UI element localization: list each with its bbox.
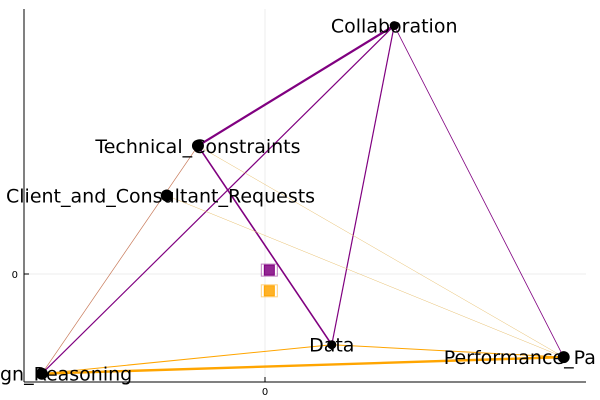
edge-collaboration-data — [331, 25, 395, 345]
y-tick-label-0: 0 — [12, 270, 18, 281]
edge-technical_constraints-data — [197, 145, 333, 346]
axes: 0 0 — [12, 9, 586, 398]
edge-collaboration-performance — [393, 25, 565, 358]
edge-collaboration-technical_constraints — [197, 24, 395, 147]
edge-data-performance — [331, 344, 564, 358]
purple-marker — [263, 264, 275, 276]
gridlines — [24, 9, 586, 382]
node-collaboration — [389, 21, 399, 31]
node-label-collaboration: Collaboration — [331, 16, 458, 38]
node-label-data: Data — [309, 335, 354, 357]
nodes — [35, 21, 570, 380]
orange-marker — [263, 285, 275, 297]
node-label-performance: Performance_Pa — [444, 347, 596, 369]
node-data — [327, 340, 337, 350]
edge-collaboration-design_reasoning — [41, 25, 395, 375]
purple-marker-outline — [260, 263, 278, 277]
node-client_requests — [160, 189, 173, 202]
node-label-technical_constraints: Technical_Constraints — [94, 136, 300, 158]
node-design_reasoning — [35, 367, 48, 380]
node-technical_constraints — [191, 139, 204, 152]
edges — [41, 24, 565, 375]
node-label-client_requests: Client_and_Consultant_Requests — [6, 186, 315, 208]
edge-client_requests-performance — [166, 195, 564, 358]
x-tick-label-0: 0 — [262, 387, 268, 398]
markers — [260, 263, 278, 298]
node-performance — [557, 351, 570, 364]
edge-technical_constraints-performance — [197, 145, 564, 358]
edge-technical_constraints-design_reasoning — [41, 145, 199, 374]
edge-design_reasoning-performance — [41, 355, 564, 375]
node-labels: Collaboration Technical_Constraints Client… — [0, 16, 596, 386]
edge-design_reasoning-data — [41, 344, 332, 375]
orange-marker-outline — [260, 284, 278, 298]
node-label-design_reasoning: gn_Reasoning — [0, 364, 132, 386]
